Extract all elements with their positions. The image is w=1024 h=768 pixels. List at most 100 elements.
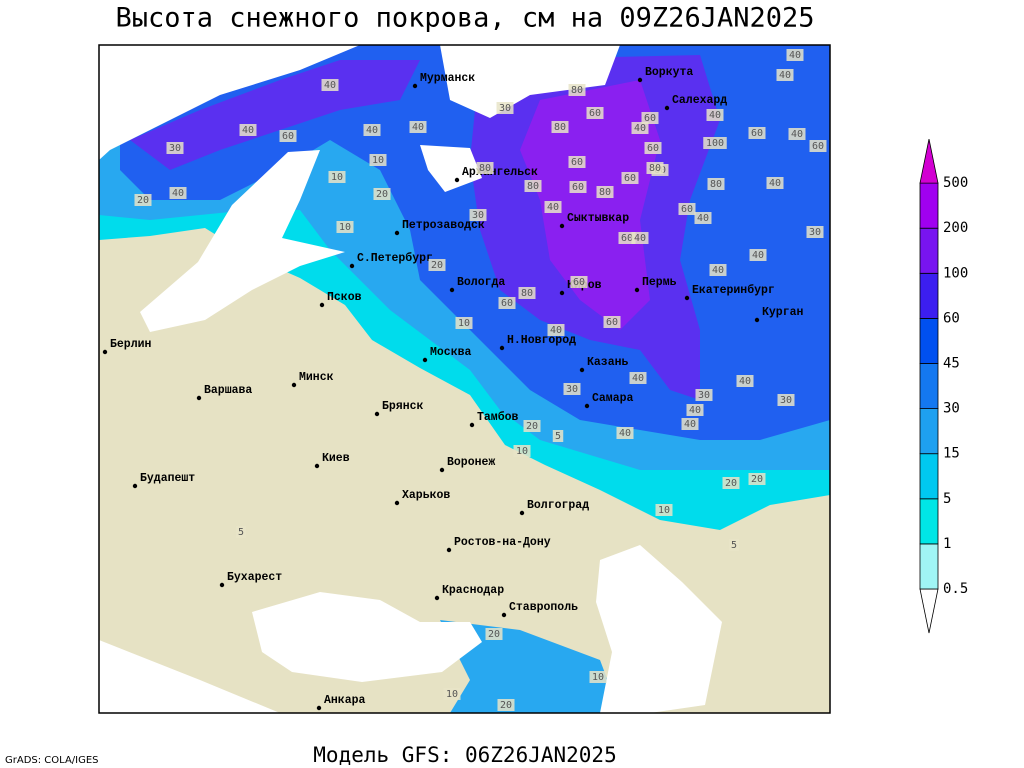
contour-label-bg	[788, 128, 806, 140]
contour-label: 40	[789, 50, 801, 61]
legend-swatch	[919, 227, 939, 274]
contour-label-bg	[776, 69, 794, 81]
caspian-sea	[596, 545, 722, 713]
contour-label-bg	[524, 180, 542, 192]
contour-label: 20	[751, 474, 763, 485]
city-label: Сыктывкар	[567, 212, 629, 225]
city-label: Вологда	[457, 276, 505, 289]
legend-swatch	[919, 453, 939, 500]
contour-label: 10	[658, 505, 670, 516]
contour-label-bg	[523, 420, 541, 432]
black-sea	[252, 592, 482, 682]
contour-label-bg	[235, 526, 247, 538]
legend-label: 100	[943, 265, 968, 281]
contour-label: 5	[731, 540, 737, 551]
contour-label-bg	[809, 140, 827, 152]
contour-label-bg	[655, 504, 673, 516]
snow-100	[520, 80, 660, 330]
city-label: Будапешт	[140, 472, 195, 485]
contour-label-bg	[279, 130, 297, 142]
contour-label-bg	[748, 473, 766, 485]
contour-label: 60	[606, 317, 618, 328]
city-dot	[754, 317, 760, 323]
city-dot	[374, 411, 380, 417]
city-label: Минск	[299, 371, 334, 384]
city-dot	[446, 547, 452, 553]
contour-label: 80	[479, 163, 491, 174]
contour-label-bg	[547, 324, 565, 336]
city-dot	[454, 177, 460, 183]
contour-label: 30	[566, 384, 578, 395]
legend-triangle-low	[919, 588, 939, 634]
contour-label-bg	[485, 628, 503, 640]
contour-label-bg	[369, 154, 387, 166]
legend-triangle-high	[919, 139, 939, 184]
city-label: Варшава	[204, 384, 252, 397]
city-label: Харьков	[402, 489, 450, 502]
contour-label-bg	[806, 226, 824, 238]
contour-label-bg	[552, 430, 564, 442]
contour-label-bg	[703, 137, 727, 149]
snow-caucasus	[440, 620, 620, 713]
contour-label: 10	[446, 689, 458, 700]
city-label: Брянск	[382, 400, 424, 413]
contour-label-bg	[616, 427, 634, 439]
contour-label: 40	[619, 428, 631, 439]
snow-scandinavia	[130, 60, 420, 170]
city-label: Н.Новгород	[507, 334, 576, 347]
contour-label: 60	[573, 277, 585, 288]
contour-label: 40	[712, 265, 724, 276]
contour-label-bg	[596, 186, 614, 198]
contour-label: 80	[649, 163, 661, 174]
city-dot	[412, 83, 418, 89]
contour-label-bg	[476, 162, 494, 174]
contour-label: 20	[526, 421, 538, 432]
contour-label-bg	[563, 383, 581, 395]
legend-label: 0.5	[943, 581, 968, 597]
contour-label: 40	[739, 376, 751, 387]
contour-label: 40	[709, 110, 721, 121]
city-label: Воркута	[645, 66, 693, 79]
city-dot	[579, 367, 585, 373]
city-label: Самара	[592, 392, 634, 405]
city-dot	[219, 582, 225, 588]
contour-label: 30	[472, 210, 484, 221]
contour-label-bg	[709, 264, 727, 276]
city-label: Архангельск	[462, 166, 538, 179]
contour-label: 40	[791, 129, 803, 140]
city-dot	[684, 295, 690, 301]
contour-label: 60	[501, 298, 513, 309]
legend-label: 60	[943, 310, 960, 326]
contour-label-bg	[694, 212, 712, 224]
legend-swatch	[919, 272, 939, 319]
city-dot	[314, 463, 320, 469]
legend-label: 5	[943, 491, 951, 507]
contour-label-bg	[336, 221, 354, 233]
contour-label: 60	[589, 108, 601, 119]
contour-label-bg	[134, 194, 152, 206]
city-dot	[434, 595, 440, 601]
city-label: Анкара	[324, 694, 366, 707]
city-dot	[584, 403, 590, 409]
contour-label: 60	[681, 204, 693, 215]
contour-label-bg	[707, 178, 725, 190]
city-label: Берлин	[110, 338, 152, 351]
contour-label-bg	[570, 276, 588, 288]
city-label: Екатеринбург	[692, 284, 775, 297]
contour-label: 60	[644, 113, 656, 124]
city-label: Казань	[587, 356, 629, 369]
barents-sea	[440, 45, 620, 118]
city-dot	[449, 287, 455, 293]
city-label: Волгоград	[527, 499, 589, 512]
contour-label-bg	[586, 107, 604, 119]
contour-label-bg	[568, 156, 586, 168]
legend-swatch	[919, 498, 939, 545]
city-dot	[637, 77, 643, 83]
city-dot	[349, 263, 355, 269]
legend-label: 200	[943, 220, 968, 236]
contour-label: 20	[488, 629, 500, 640]
baltic-sea	[140, 150, 345, 332]
legend-swatch	[919, 182, 939, 229]
contour-label: 5	[238, 527, 244, 538]
